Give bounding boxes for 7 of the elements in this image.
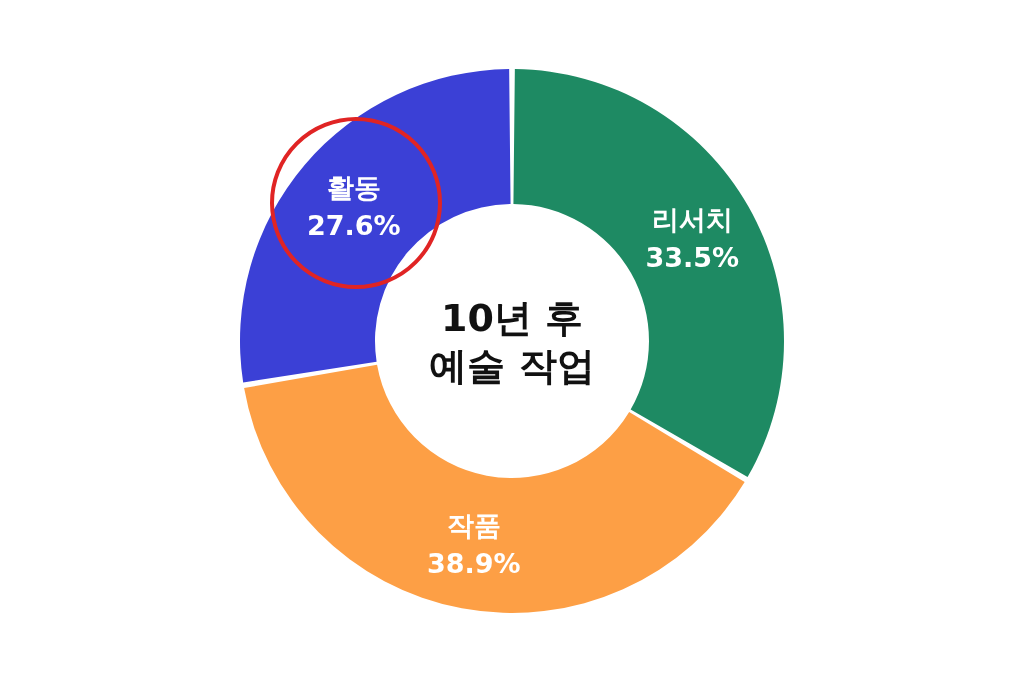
data-label: 33.5% <box>645 241 740 273</box>
slice-label: 리서치 <box>651 203 733 235</box>
text: 10년 후 예술 작업 <box>429 295 595 388</box>
data-label: 38.9% <box>426 548 521 580</box>
slice-label: 활동 <box>326 172 381 204</box>
data-label: 27.6% <box>306 210 401 242</box>
slice-label: 작품 <box>446 510 501 542</box>
